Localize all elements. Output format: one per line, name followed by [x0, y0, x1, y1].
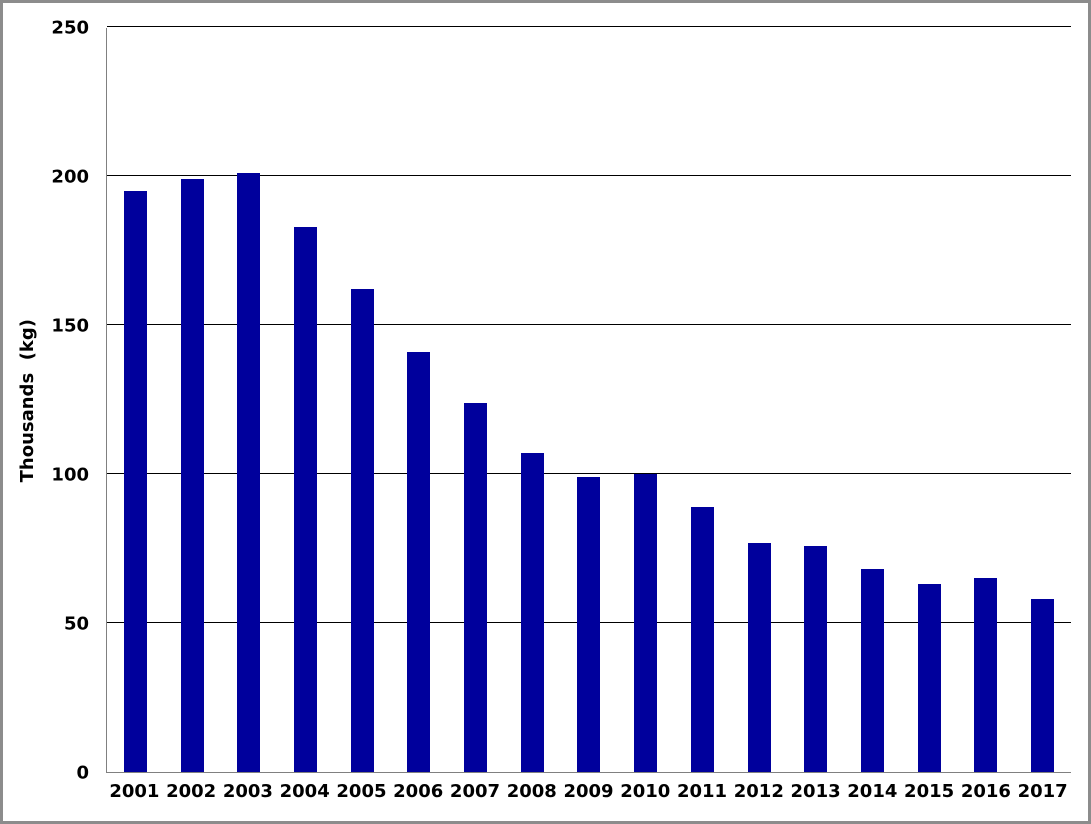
bar-slot-2012	[731, 28, 788, 772]
bar-slot-2004	[277, 28, 334, 772]
bar-slot-2010	[617, 28, 674, 772]
bar-2002	[180, 179, 204, 772]
plot-area	[106, 26, 1071, 773]
bar-2005	[350, 289, 374, 772]
y-axis-tick-labels: 0 50 100 150 200 250	[3, 18, 89, 784]
x-tick-label-2003: 2003	[222, 781, 273, 802]
x-tick-label-2012: 2012	[733, 781, 784, 802]
bar-slot-2009	[561, 28, 618, 772]
bar-2011	[690, 506, 714, 772]
x-tick-label-2014: 2014	[847, 781, 898, 802]
bar-2017	[1031, 599, 1055, 772]
y-tick-label-100: 100	[51, 464, 89, 486]
bar-2003	[237, 173, 261, 772]
bar-slot-2008	[504, 28, 561, 772]
gridline-150	[107, 324, 1071, 325]
y-tick-label-50: 50	[63, 613, 89, 635]
bar-2012	[747, 542, 771, 772]
gridline-200	[107, 175, 1071, 176]
y-tick-label-0: 0	[76, 762, 89, 784]
x-tick-label-2005: 2005	[336, 781, 387, 802]
bar-series	[107, 28, 1071, 772]
x-tick-label-2009: 2009	[563, 781, 614, 802]
bar-slot-2006	[391, 28, 448, 772]
bar-2013	[804, 545, 828, 772]
bar-2006	[407, 351, 431, 772]
bar-slot-2003	[220, 28, 277, 772]
bar-2016	[974, 578, 998, 772]
bar-slot-2007	[447, 28, 504, 772]
bar-2015	[917, 584, 941, 772]
y-tick-label-200: 200	[51, 166, 89, 188]
bar-2008	[520, 453, 544, 772]
x-tick-label-2008: 2008	[506, 781, 557, 802]
bar-2010	[634, 474, 658, 772]
gridline-100	[107, 473, 1071, 474]
x-tick-label-2017: 2017	[1017, 781, 1068, 802]
x-tick-label-2001: 2001	[109, 781, 160, 802]
x-tick-label-2015: 2015	[904, 781, 955, 802]
x-tick-label-2013: 2013	[790, 781, 841, 802]
bar-2001	[123, 190, 147, 772]
bar-2009	[577, 477, 601, 772]
bar-slot-2015	[901, 28, 958, 772]
x-tick-label-2004: 2004	[279, 781, 330, 802]
bar-2007	[464, 402, 488, 772]
x-tick-label-2007: 2007	[449, 781, 501, 802]
x-tick-label-2011: 2011	[676, 781, 728, 802]
bar-slot-2002	[164, 28, 221, 772]
x-tick-label-2016: 2016	[960, 781, 1011, 802]
y-tick-label-150: 150	[51, 315, 89, 337]
y-tick-label-250: 250	[51, 17, 89, 39]
x-tick-label-2010: 2010	[620, 781, 671, 802]
x-tick-label-2006: 2006	[393, 781, 444, 802]
bar-slot-2013	[787, 28, 844, 772]
bar-slot-2005	[334, 28, 391, 772]
bar-slot-2011	[674, 28, 731, 772]
x-tick-label-2002: 2002	[166, 781, 217, 802]
bar-2004	[293, 226, 317, 772]
bar-slot-2017	[1014, 28, 1071, 772]
gridline-250	[107, 26, 1071, 27]
bar-slot-2016	[958, 28, 1015, 772]
bar-slot-2014	[844, 28, 901, 772]
x-axis-tick-labels: 2001 2002 2003 2004 2005 2006 2007 2008 2009 2010…	[106, 781, 1071, 802]
bar-slot-2001	[107, 28, 164, 772]
bar-2014	[860, 569, 884, 772]
